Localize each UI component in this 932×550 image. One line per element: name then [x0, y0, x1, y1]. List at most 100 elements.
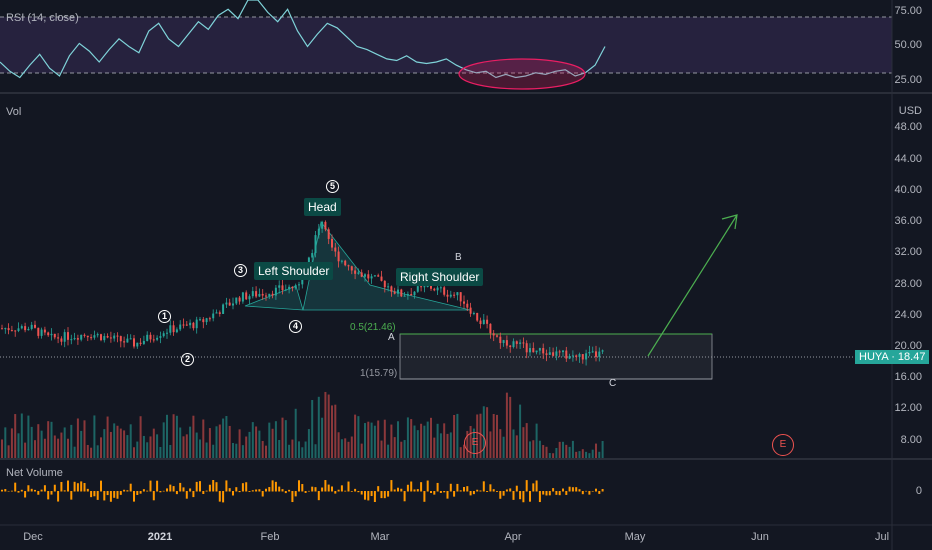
volume-bar [519, 404, 522, 458]
volume-bar [334, 404, 337, 458]
volume-bar [232, 442, 234, 458]
volume-bar [545, 446, 548, 458]
wave-mark-5[interactable]: 5 [326, 180, 339, 193]
candle-body [255, 291, 258, 297]
rsi-tick-50: 50.00 [894, 39, 922, 51]
net-volume-bar [548, 491, 551, 496]
candle-body [298, 284, 300, 286]
volume-bar [505, 392, 508, 458]
volume-bar [486, 407, 489, 458]
net-volume-bar [76, 483, 79, 492]
candle-body [482, 319, 485, 325]
net-volume-bar [502, 491, 505, 496]
net-volume-bar [525, 480, 528, 492]
volume-bar [50, 421, 53, 458]
net-volume-bar [298, 480, 300, 492]
right-shoulder-callout[interactable]: Right Shoulder [396, 268, 484, 286]
volume-bar [14, 414, 17, 458]
volume-bar [496, 414, 498, 458]
earnings-marker-past[interactable]: E [464, 432, 486, 454]
candle-body [400, 289, 403, 297]
net-volume-bar [182, 487, 185, 492]
wave-mark-2[interactable]: 2 [181, 353, 194, 366]
volume-bar [406, 417, 409, 458]
volume-bar [588, 453, 591, 458]
head-callout[interactable]: Head [304, 198, 341, 216]
wave-mark-1[interactable]: 1 [158, 310, 171, 323]
net-volume-bar [380, 491, 383, 499]
volume-bar [304, 441, 307, 458]
candle-body [116, 335, 119, 337]
fib-05-label: 0.5(21.46) [350, 322, 396, 333]
candle-body [7, 328, 10, 331]
earnings-marker-upcoming[interactable]: E [772, 434, 794, 456]
net-volume-bar [354, 488, 357, 492]
price-tick-44: 44.00 [894, 153, 922, 165]
net-volume-bar [43, 485, 46, 492]
rsi-line [0, 0, 606, 79]
volume-bar [76, 418, 79, 458]
volume-bar [565, 444, 568, 458]
volume-bars [1, 391, 604, 458]
volume-bar [568, 446, 571, 458]
candle-body [265, 295, 267, 297]
candle-body [106, 336, 109, 338]
candle-body [169, 325, 172, 333]
volume-bar [278, 439, 281, 458]
volume-bar [106, 416, 109, 458]
left-shoulder-callout[interactable]: Left Shoulder [254, 262, 334, 280]
candle-body [529, 348, 531, 353]
candle-body [416, 286, 419, 292]
candle-body [30, 324, 33, 329]
volume-bar [205, 442, 208, 458]
point-a-label: A [388, 332, 395, 343]
volume-bar [83, 420, 86, 458]
net-volume-bar [413, 489, 416, 492]
candle-body [57, 337, 60, 339]
candle-body [479, 320, 482, 325]
candle-body [245, 292, 248, 300]
net-volume-bar [271, 480, 274, 492]
candle-body [142, 340, 145, 344]
candle-body [393, 291, 396, 294]
net-volume-bar [192, 491, 195, 498]
candle-body [1, 328, 3, 330]
wave-mark-4[interactable]: 4 [289, 320, 302, 333]
ticker-price-tag[interactable]: HUYA · 18.47 [855, 350, 930, 364]
net-volume-bar [40, 489, 43, 492]
volume-bar [327, 394, 330, 458]
net-volume-bar [7, 490, 10, 492]
net-volume-bar [1, 489, 3, 492]
candle-body [218, 312, 221, 314]
net-volume-bar [512, 491, 515, 500]
candle-body [360, 272, 363, 277]
candlestick-series [1, 220, 604, 366]
net-volume-bar [601, 488, 604, 492]
net-volume-bar [492, 489, 495, 492]
volume-bar [558, 441, 561, 458]
volume-bar [532, 440, 535, 458]
time-label-jul: Jul [874, 531, 890, 543]
volume-bar [43, 438, 46, 458]
net-volume-bar [14, 482, 17, 492]
net-volume-bar [439, 491, 442, 493]
net-volume-bar [225, 480, 228, 492]
volume-bar [403, 440, 406, 458]
volume-bar [67, 438, 69, 458]
volume-bar [459, 447, 462, 458]
net-volume-bar [208, 484, 211, 492]
candle-body [86, 335, 89, 338]
net-volume-bar [156, 480, 159, 492]
candle-body [199, 319, 201, 321]
net-volume-bar [337, 489, 340, 492]
currency-label[interactable]: USD [898, 105, 922, 117]
volume-bar [529, 441, 531, 458]
candle-body [463, 301, 465, 304]
volume-bar [562, 441, 564, 458]
net-volume-bar [565, 491, 568, 495]
net-volume-bar [482, 481, 485, 492]
net-volume-bar [109, 491, 112, 502]
wave-mark-3[interactable]: 3 [234, 264, 247, 277]
volume-bar [291, 439, 294, 458]
